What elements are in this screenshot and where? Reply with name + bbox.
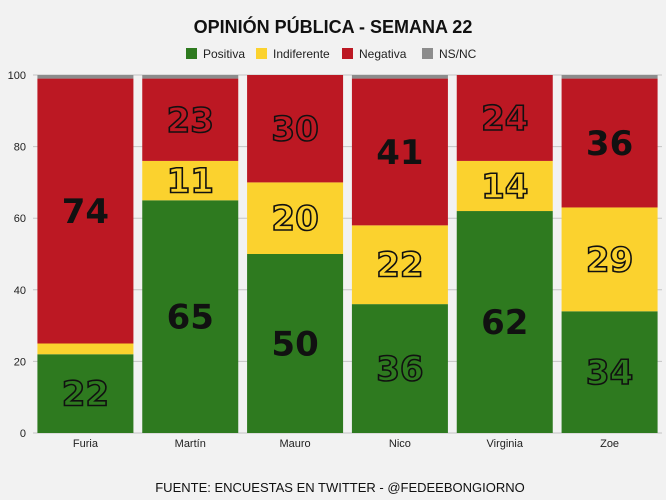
bar-segment	[351, 75, 448, 79]
bar-segment	[456, 75, 553, 161]
x-tick-label: Nico	[389, 438, 411, 450]
x-axis: Furia Martín Mauro Nico Virginia Zoe	[73, 438, 619, 450]
data-label: 24	[481, 99, 528, 139]
data-label: 62	[481, 303, 528, 343]
y-tick-label: 40	[14, 285, 26, 297]
bar-segment	[561, 75, 658, 79]
bar-segment	[351, 78, 448, 226]
grid-lines	[33, 74, 662, 434]
data-label: 22	[376, 246, 423, 286]
bar-segment	[247, 254, 344, 433]
data-label: 41	[376, 133, 423, 173]
x-tick-label: Furia	[73, 438, 99, 450]
data-label: 65	[167, 298, 214, 338]
legend-label: Indiferente	[273, 47, 330, 61]
legend-swatch	[186, 48, 197, 59]
x-tick-label: Mauro	[279, 438, 310, 450]
data-label: 29	[586, 240, 633, 280]
data-label: 74	[62, 192, 109, 232]
data-label: 36	[586, 124, 633, 164]
data-label: 36	[376, 350, 423, 390]
data-label: 23	[167, 101, 214, 141]
bar-segment	[37, 75, 134, 79]
bar-segment	[142, 78, 239, 161]
data-labels: 22 74 65 11 23 50 20 30 36 22 41 62 14 24 34 29 36	[61, 98, 634, 415]
x-tick-label: Virginia	[487, 438, 524, 450]
legend-swatch	[342, 48, 353, 59]
bar-segment	[37, 354, 134, 433]
bar-segment	[561, 78, 658, 208]
data-label: 30	[271, 110, 318, 150]
legend-label: Negativa	[359, 47, 407, 61]
data-label: 20	[271, 199, 318, 239]
y-tick-label: 80	[14, 142, 26, 154]
y-tick-label: 100	[8, 70, 26, 82]
data-label: 11	[167, 162, 214, 202]
chart-title: OPINIÓN PÚBLICA - SEMANA 22	[194, 16, 473, 37]
bar-segment	[456, 211, 553, 433]
y-tick-label: 60	[14, 213, 26, 225]
bar-segment	[247, 182, 344, 254]
data-label: 22	[62, 375, 109, 415]
bar-segment	[142, 75, 239, 79]
data-label: 14	[481, 167, 528, 207]
bar-segment	[247, 75, 344, 183]
bar-segment	[37, 343, 134, 355]
bar-segment	[142, 160, 239, 201]
legend-swatch	[422, 48, 433, 59]
data-label: 34	[586, 353, 633, 393]
bar-segment	[142, 200, 239, 433]
bar-segment	[561, 311, 658, 433]
bar-segment	[351, 225, 448, 305]
x-tick-label: Zoe	[600, 438, 619, 450]
y-tick-label: 20	[14, 356, 26, 368]
bar-segment	[561, 207, 658, 312]
bar-segment	[456, 160, 553, 212]
data-label: 50	[271, 325, 318, 365]
legend-swatch	[256, 48, 267, 59]
legend-label: NS/NC	[439, 47, 477, 61]
y-axis: 0 20 40 60 80 100	[8, 70, 26, 440]
bar-segment	[37, 78, 134, 344]
legend-label: Positiva	[203, 47, 245, 61]
legend: Positiva Indiferente Negativa NS/NC	[186, 47, 477, 61]
x-tick-label: Martín	[175, 438, 206, 450]
y-tick-label: 0	[20, 428, 26, 440]
chart-source: FUENTE: ENCUESTAS EN TWITTER - @FEDEEBON…	[155, 480, 525, 495]
bar-segment	[351, 304, 448, 433]
bars	[37, 75, 658, 433]
